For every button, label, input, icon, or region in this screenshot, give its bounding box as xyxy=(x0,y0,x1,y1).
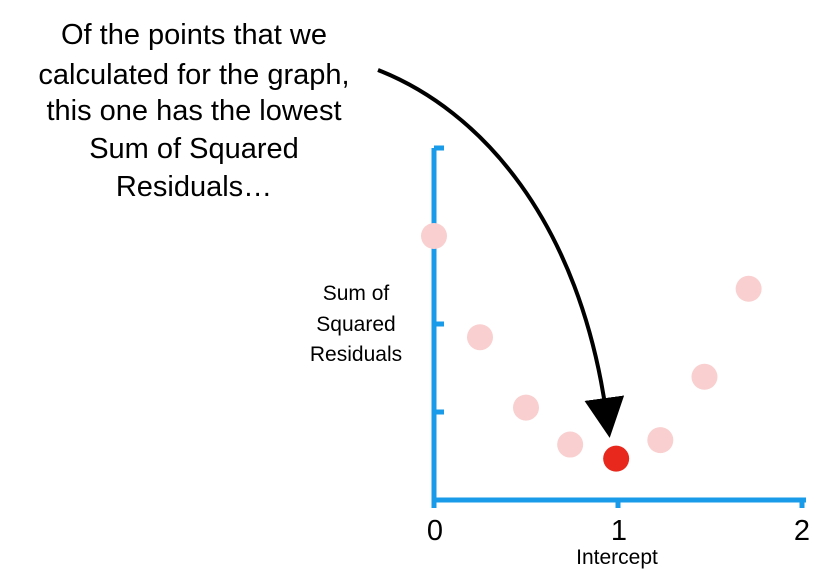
x-tick-label-2: 2 xyxy=(794,515,810,547)
y-axis-label: Sum of Squared Residuals xyxy=(310,282,402,366)
x-axis-label: Intercept xyxy=(576,546,658,569)
annotation-text: Of the points that we calculated for the… xyxy=(38,19,349,203)
data-point-7 xyxy=(735,275,762,302)
data-point-2 xyxy=(513,394,539,421)
data-point-6 xyxy=(691,363,718,390)
annotation-line-3: this one has the lowest xyxy=(46,95,341,127)
y-axis-label-line-2: Squared xyxy=(316,313,395,336)
data-points xyxy=(421,223,762,472)
x-tick-label-0: 0 xyxy=(427,515,443,547)
data-point-1 xyxy=(467,324,493,351)
annotation-line-5: Residuals… xyxy=(116,171,272,203)
annotation-line-1: Of the points that we xyxy=(61,19,327,51)
y-axis-label-line-3: Residuals xyxy=(310,343,402,366)
data-point-5 xyxy=(647,427,674,454)
annotation-line-4: Sum of Squared xyxy=(89,133,299,165)
annotation-line-2: calculated for the graph, xyxy=(38,59,349,91)
annotation-arrow xyxy=(377,68,625,438)
data-point-3 xyxy=(557,431,584,458)
x-tick-label-1: 1 xyxy=(611,515,627,547)
x-tick-labels: 0 1 2 xyxy=(427,515,810,547)
data-point-lowest xyxy=(603,445,630,472)
y-axis-label-line-1: Sum of xyxy=(323,282,390,305)
data-point-0 xyxy=(421,223,447,249)
